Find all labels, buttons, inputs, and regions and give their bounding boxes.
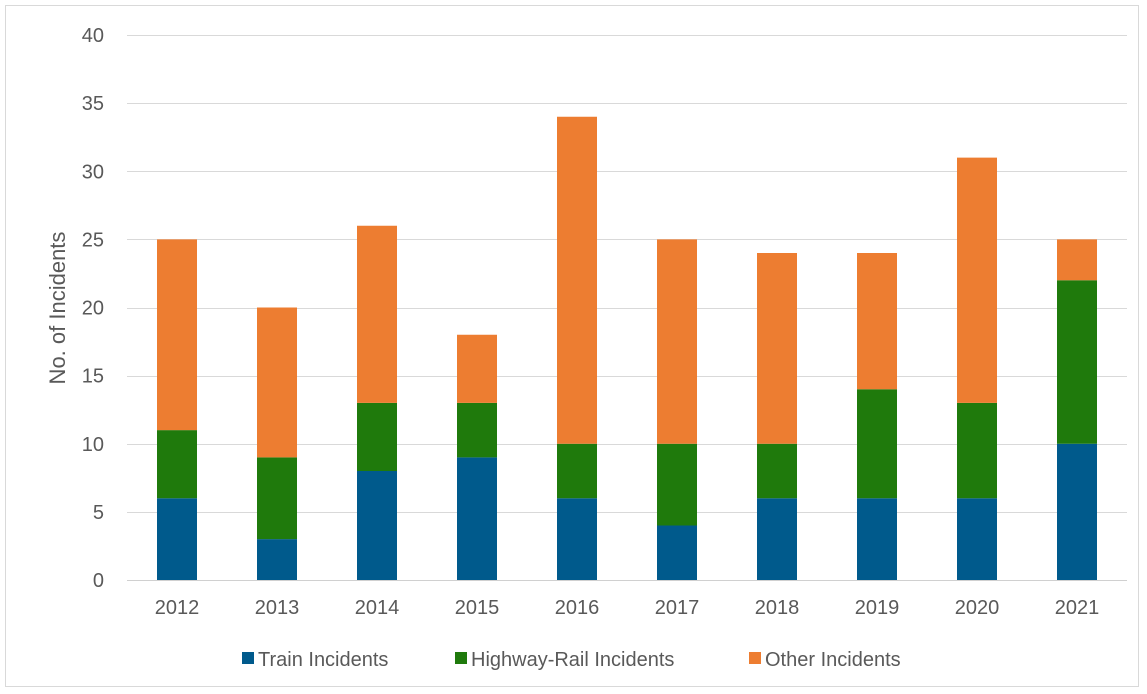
legend-swatch: [749, 652, 761, 664]
bar-segment: [857, 498, 897, 580]
bar-segment: [357, 402, 397, 471]
legend: Train Incidents Highway-Rail Incidents Oth…: [242, 649, 901, 671]
bar-segment: [957, 402, 997, 499]
bar-segment: [557, 443, 597, 499]
x-tick-label: 2020: [955, 597, 1000, 619]
bar-segment: [557, 116, 597, 444]
y-tick-label: 15: [82, 366, 104, 388]
bar-segment: [657, 239, 697, 444]
legend-swatch: [455, 652, 467, 664]
legend-label: Train Incidents: [258, 649, 388, 671]
x-tick-label: 2018: [755, 597, 800, 619]
y-tick-label: 10: [82, 434, 104, 456]
y-tick-label: 40: [82, 25, 104, 47]
x-tick-label: 2013: [255, 597, 300, 619]
bar-segment: [357, 471, 397, 580]
bar-segment: [757, 498, 797, 580]
y-tick-label: 20: [82, 298, 104, 320]
y-axis-ticks: 0 5 10 15 20 25 30 35 40: [82, 25, 104, 592]
bars: [157, 116, 1097, 580]
bar-segment: [1057, 239, 1097, 281]
legend-label: Other Incidents: [765, 649, 901, 671]
bar-segment: [657, 443, 697, 526]
y-tick-label: 35: [82, 93, 104, 115]
bar-segment: [857, 253, 897, 390]
y-tick-label: 5: [93, 502, 104, 524]
bar-segment: [157, 498, 197, 580]
x-tick-label: 2019: [855, 597, 900, 619]
x-tick-label: 2016: [555, 597, 600, 619]
bar-segment: [757, 443, 797, 499]
bar-segment: [257, 457, 297, 540]
bar-segment: [257, 307, 297, 458]
x-tick-label: 2012: [155, 597, 200, 619]
y-tick-label: 30: [82, 161, 104, 183]
y-tick-label: 25: [82, 229, 104, 251]
y-axis-title: No. of Incidents: [45, 232, 70, 385]
bar-segment: [357, 225, 397, 403]
bar-segment: [157, 430, 197, 499]
bar-segment: [857, 389, 897, 499]
bar-segment: [457, 334, 497, 403]
bar-segment: [1057, 280, 1097, 444]
bar-segment: [757, 253, 797, 444]
bar-segment: [157, 239, 197, 431]
legend-swatch: [242, 652, 254, 664]
bar-segment: [957, 157, 997, 403]
bar-segment: [957, 498, 997, 580]
bar-segment: [257, 539, 297, 580]
bar-segment: [457, 402, 497, 458]
x-tick-label: 2014: [355, 597, 400, 619]
bar-segment: [457, 457, 497, 580]
bar-segment: [557, 498, 597, 580]
x-tick-label: 2017: [655, 597, 700, 619]
y-tick-label: 0: [93, 570, 104, 592]
bar-segment: [657, 525, 697, 580]
x-axis-ticks: 2012 2013 2014 2015 2016 2017 2018 2019 2020 2021: [155, 597, 1100, 619]
legend-label: Highway-Rail Incidents: [471, 649, 674, 671]
x-tick-label: 2021: [1055, 597, 1100, 619]
x-tick-label: 2015: [455, 597, 500, 619]
bar-segment: [1057, 443, 1097, 580]
